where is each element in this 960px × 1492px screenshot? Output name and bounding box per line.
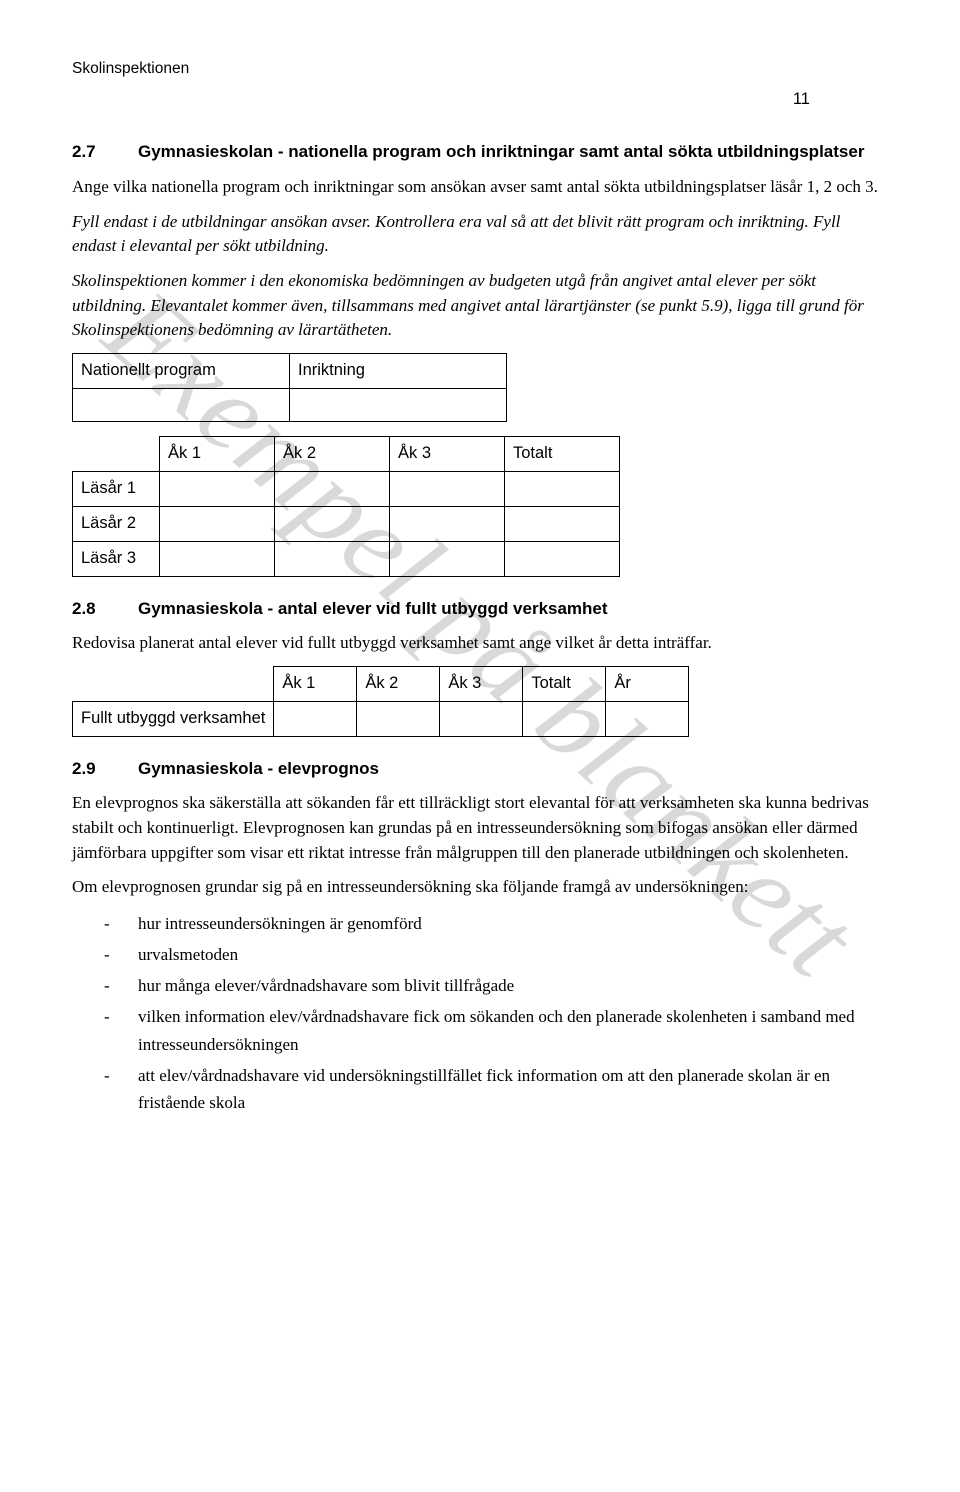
paragraph: Ange vilka nationella program och inrikt… — [72, 175, 888, 200]
section-2-7-heading: 2.7 Gymnasieskolan - nationella program … — [72, 140, 888, 165]
table-cell[interactable] — [505, 506, 620, 541]
table-cell[interactable] — [275, 541, 390, 576]
paragraph: Redovisa planerat antal elever vid fullt… — [72, 631, 888, 656]
table-header: Nationellt program — [73, 353, 290, 388]
list-item: hur intresseundersökningen är genomförd — [104, 910, 888, 937]
table-cell[interactable] — [390, 506, 505, 541]
table-cell[interactable] — [505, 541, 620, 576]
table-header: Åk 2 — [275, 436, 390, 471]
table-row-label: Läsår 3 — [73, 541, 160, 576]
table-cell[interactable] — [160, 506, 275, 541]
table-cell[interactable] — [505, 471, 620, 506]
table-header: Åk 2 — [357, 666, 440, 701]
table-cell[interactable] — [275, 506, 390, 541]
paragraph: Om elevprognosen grundar sig på en intre… — [72, 875, 888, 900]
table-row-label: Läsår 1 — [73, 471, 160, 506]
table-header: Åk 1 — [274, 666, 357, 701]
table-header: Inriktning — [290, 353, 507, 388]
table-cell[interactable] — [290, 388, 507, 421]
table-row-label: Läsår 2 — [73, 506, 160, 541]
section-title: Gymnasieskola - elevprognos — [138, 757, 888, 782]
table-cell[interactable] — [440, 701, 523, 736]
section-2-9-heading: 2.9 Gymnasieskola - elevprognos — [72, 757, 888, 782]
paragraph-italic: Skolinspektionen kommer i den ekonomiska… — [72, 269, 888, 343]
section-number: 2.9 — [72, 757, 138, 782]
table-cell[interactable] — [274, 701, 357, 736]
table-cell[interactable] — [523, 701, 606, 736]
table-cell[interactable] — [275, 471, 390, 506]
table-cell-empty — [73, 436, 160, 471]
list-item: urvalsmetoden — [104, 941, 888, 968]
fullt-utbyggd-table: Åk 1 Åk 2 Åk 3 Totalt År Fullt utbyggd v… — [72, 666, 689, 737]
section-title: Gymnasieskolan - nationella program och … — [138, 140, 888, 165]
lasar-ak-table: Åk 1 Åk 2 Åk 3 Totalt Läsår 1 Läsår 2 — [72, 436, 620, 577]
list-item: hur många elever/vårdnadshavare som bliv… — [104, 972, 888, 999]
table-header: Totalt — [505, 436, 620, 471]
paragraph-italic: Fyll endast i de utbildningar ansökan av… — [72, 210, 888, 259]
table-cell[interactable] — [606, 701, 689, 736]
list-item: att elev/vårdnadshavare vid undersökning… — [104, 1062, 888, 1116]
table-cell[interactable] — [73, 388, 290, 421]
section-2-8-heading: 2.8 Gymnasieskola - antal elever vid ful… — [72, 597, 888, 622]
section-title: Gymnasieskola - antal elever vid fullt u… — [138, 597, 888, 622]
table-header: Åk 1 — [160, 436, 275, 471]
table-header: Åk 3 — [390, 436, 505, 471]
table-cell[interactable] — [390, 471, 505, 506]
table-header: Totalt — [523, 666, 606, 701]
section-number: 2.8 — [72, 597, 138, 622]
table-header: År — [606, 666, 689, 701]
section-number: 2.7 — [72, 140, 138, 165]
bullet-list: hur intresseundersökningen är genomförd … — [72, 910, 888, 1116]
table-header: Åk 3 — [440, 666, 523, 701]
table-row-label: Fullt utbyggd verksamhet — [73, 701, 274, 736]
table-cell[interactable] — [160, 541, 275, 576]
program-inriktning-table: Nationellt program Inriktning — [72, 353, 507, 422]
paragraph: En elevprognos ska säkerställa att sökan… — [72, 791, 888, 865]
page-number: 11 — [793, 88, 810, 112]
table-cell[interactable] — [357, 701, 440, 736]
org-name: Skolinspektionen — [72, 58, 888, 80]
table-cell[interactable] — [390, 541, 505, 576]
list-item: vilken information elev/vårdnadshavare f… — [104, 1003, 888, 1057]
table-cell-empty — [73, 666, 274, 701]
table-cell[interactable] — [160, 471, 275, 506]
